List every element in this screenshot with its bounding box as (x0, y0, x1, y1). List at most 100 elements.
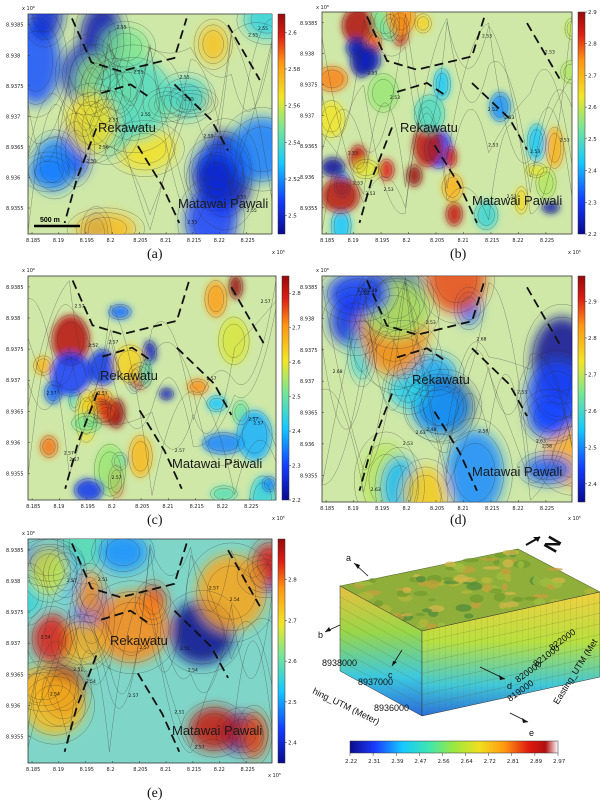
place-matawai-pawali: Matawai Pawali (172, 456, 262, 471)
y-tick-label: 8.9375 (300, 82, 318, 88)
contour-label: 2.68 (333, 369, 343, 375)
colorbar-tick-label: 2.8 (292, 291, 301, 297)
contour-label: 2.63 (536, 438, 546, 444)
contour-label: 2.57 (206, 376, 216, 382)
y-exponent: x 10⁶ (316, 268, 329, 274)
contour-label: 2.53 (367, 70, 377, 76)
place-matawai-pawali: Matawai Pawali (172, 723, 262, 738)
block-colorbar-tick-label: 2.89 (530, 759, 543, 765)
contour-label: 2.54 (188, 668, 198, 674)
contour-label: 2.55 (141, 112, 151, 118)
y-tick-label: 8.937 (6, 378, 20, 384)
contour-lines (322, 276, 572, 502)
northing-tick-3: 8936000 (374, 703, 409, 713)
panel-label: (e) (147, 786, 163, 801)
block-colorbar-tick-label: 2.22 (345, 759, 357, 765)
block-colorbar-tick-label: 2.56 (437, 759, 450, 765)
contour-label: 2.55 (248, 33, 258, 39)
contour-label: 2.57 (128, 693, 138, 699)
colorbar-tick-label: 2.5 (288, 700, 297, 706)
x-tick-label: 8.19 (53, 504, 64, 510)
northing-axis-label: hing_UTM (Meter) (311, 686, 381, 727)
contour-label: 2.48 (368, 288, 378, 294)
block-colorbar-tick-label: 2.97 (553, 759, 566, 765)
x-tick-label: 8.215 (187, 238, 201, 244)
block-top-texture (353, 549, 596, 631)
colorbar-tick-label: 2.7 (292, 326, 301, 332)
y-tick-label: 8.9365 (300, 144, 318, 150)
colorbar-tick-label: 2.4 (588, 169, 597, 175)
x-tick-label: 8.215 (485, 238, 499, 244)
contour-label: 2.57 (253, 420, 263, 426)
x-tick-label: 8.2 (403, 238, 411, 244)
y-tick-label: 8.936 (6, 440, 20, 446)
x-tick-label: 8.19 (53, 767, 64, 773)
x-tick-label: 8.2 (108, 504, 116, 510)
y-tick-label: 8.9385 (300, 21, 318, 27)
colorbar: 2.9 2.8 2.7 2.6 2.5 2.4 (577, 275, 597, 503)
block-colorbar-tick-label: 2.47 (414, 759, 427, 765)
y-tick-label: 8.9375 (300, 348, 318, 354)
north-arrow-icon: N (525, 533, 566, 557)
contour-label: 2.51 (98, 577, 108, 583)
y-tick-label: 8.9375 (6, 610, 24, 616)
y-tick-label: 8.936 (6, 703, 20, 709)
colorbar-tick-label: 2.8 (588, 42, 597, 48)
contour-label: 2.55 (116, 25, 126, 31)
colorbar: 2.6 2.58 2.56 2.54 2.52 2.5 (277, 13, 301, 235)
contour-label: 2.53 (482, 34, 492, 40)
colorbar-tick-label: 2.7 (288, 618, 297, 624)
contour-label: 2.55 (108, 117, 118, 123)
x-tick-label: 8.195 (81, 504, 95, 510)
colorbar-tick-label: 2.5 (288, 214, 297, 220)
x-tick-label: 8.225 (241, 238, 255, 244)
contour-label: 2.57 (98, 391, 108, 397)
x-tick-label: 8.185 (320, 238, 334, 244)
contour-label: 2.58 (542, 444, 552, 450)
block-colorbar-tick-label: 2.39 (391, 759, 404, 765)
boundary-dashed (358, 16, 561, 224)
contour-label: 2.53 (426, 320, 436, 326)
y-tick-label: 8.9355 (300, 473, 318, 479)
north-label: N (540, 533, 566, 557)
contour-label: 2.57 (108, 340, 118, 346)
contour-label: 2.51 (73, 667, 83, 673)
block-colorbar-tick-label: 2.64 (461, 759, 474, 765)
x-tick-label: 8.225 (244, 504, 258, 510)
block-3d-svg: N a b c d e 893 (311, 533, 600, 765)
y-exponent: x 10⁶ (22, 531, 35, 537)
contour-label: 2.53 (384, 187, 394, 193)
scale-bar: 500 m (34, 217, 80, 228)
profile-arrow-b: b (318, 624, 341, 640)
contour-label: 2.54 (230, 597, 240, 603)
x-tick-label: 8.195 (375, 506, 389, 512)
contour-label: 2.55 (247, 208, 257, 214)
x-tick-label: 8.205 (430, 238, 444, 244)
contour-label: 2.53 (365, 191, 375, 197)
panel-label: (a) (147, 247, 163, 262)
y-axis-ticks: 8.9385 8.938 8.9375 8.937 8.9365 8.936 8.9355 (6, 23, 30, 212)
x-tick-label: 8.205 (133, 767, 147, 773)
contour-label: 2.57 (88, 343, 98, 349)
y-exponent: x 10⁶ (22, 268, 35, 274)
colorbar-tick-label: 2.6 (288, 30, 297, 36)
contour-label: 2.57 (139, 645, 149, 651)
scale-bar-label: 500 m (40, 217, 60, 224)
colorbar-tick-label: 2.4 (288, 741, 297, 747)
contour-label: 2.57 (74, 304, 84, 310)
x-tick-label: 8.22 (214, 767, 225, 773)
colorbar-tick-label: 2.3 (588, 200, 597, 206)
arrow-label-b: b (318, 630, 323, 640)
contour-label: 2.57 (175, 448, 185, 454)
panel-e-svg: 2.542.572.512.542.572.512.542.572.512.54… (6, 531, 297, 801)
x-tick-label: 8.205 (133, 238, 147, 244)
contour-label: 2.51 (174, 710, 184, 716)
x-tick-label: 8.21 (457, 506, 468, 512)
colorbar-tick-label: 2.5 (588, 137, 597, 143)
y-tick-label: 8.9355 (6, 735, 24, 741)
y-tick-label: 8.936 (300, 175, 314, 181)
y-axis-ticks: 8.9385 8.938 8.9375 8.937 8.9365 8.936 8.9355 (6, 548, 30, 741)
panel-b-svg: 2.532.532.532.532.532.532.532.532.532.53… (300, 5, 597, 262)
block-side-layers (339, 593, 600, 715)
x-tick-label: 8.21 (160, 767, 171, 773)
